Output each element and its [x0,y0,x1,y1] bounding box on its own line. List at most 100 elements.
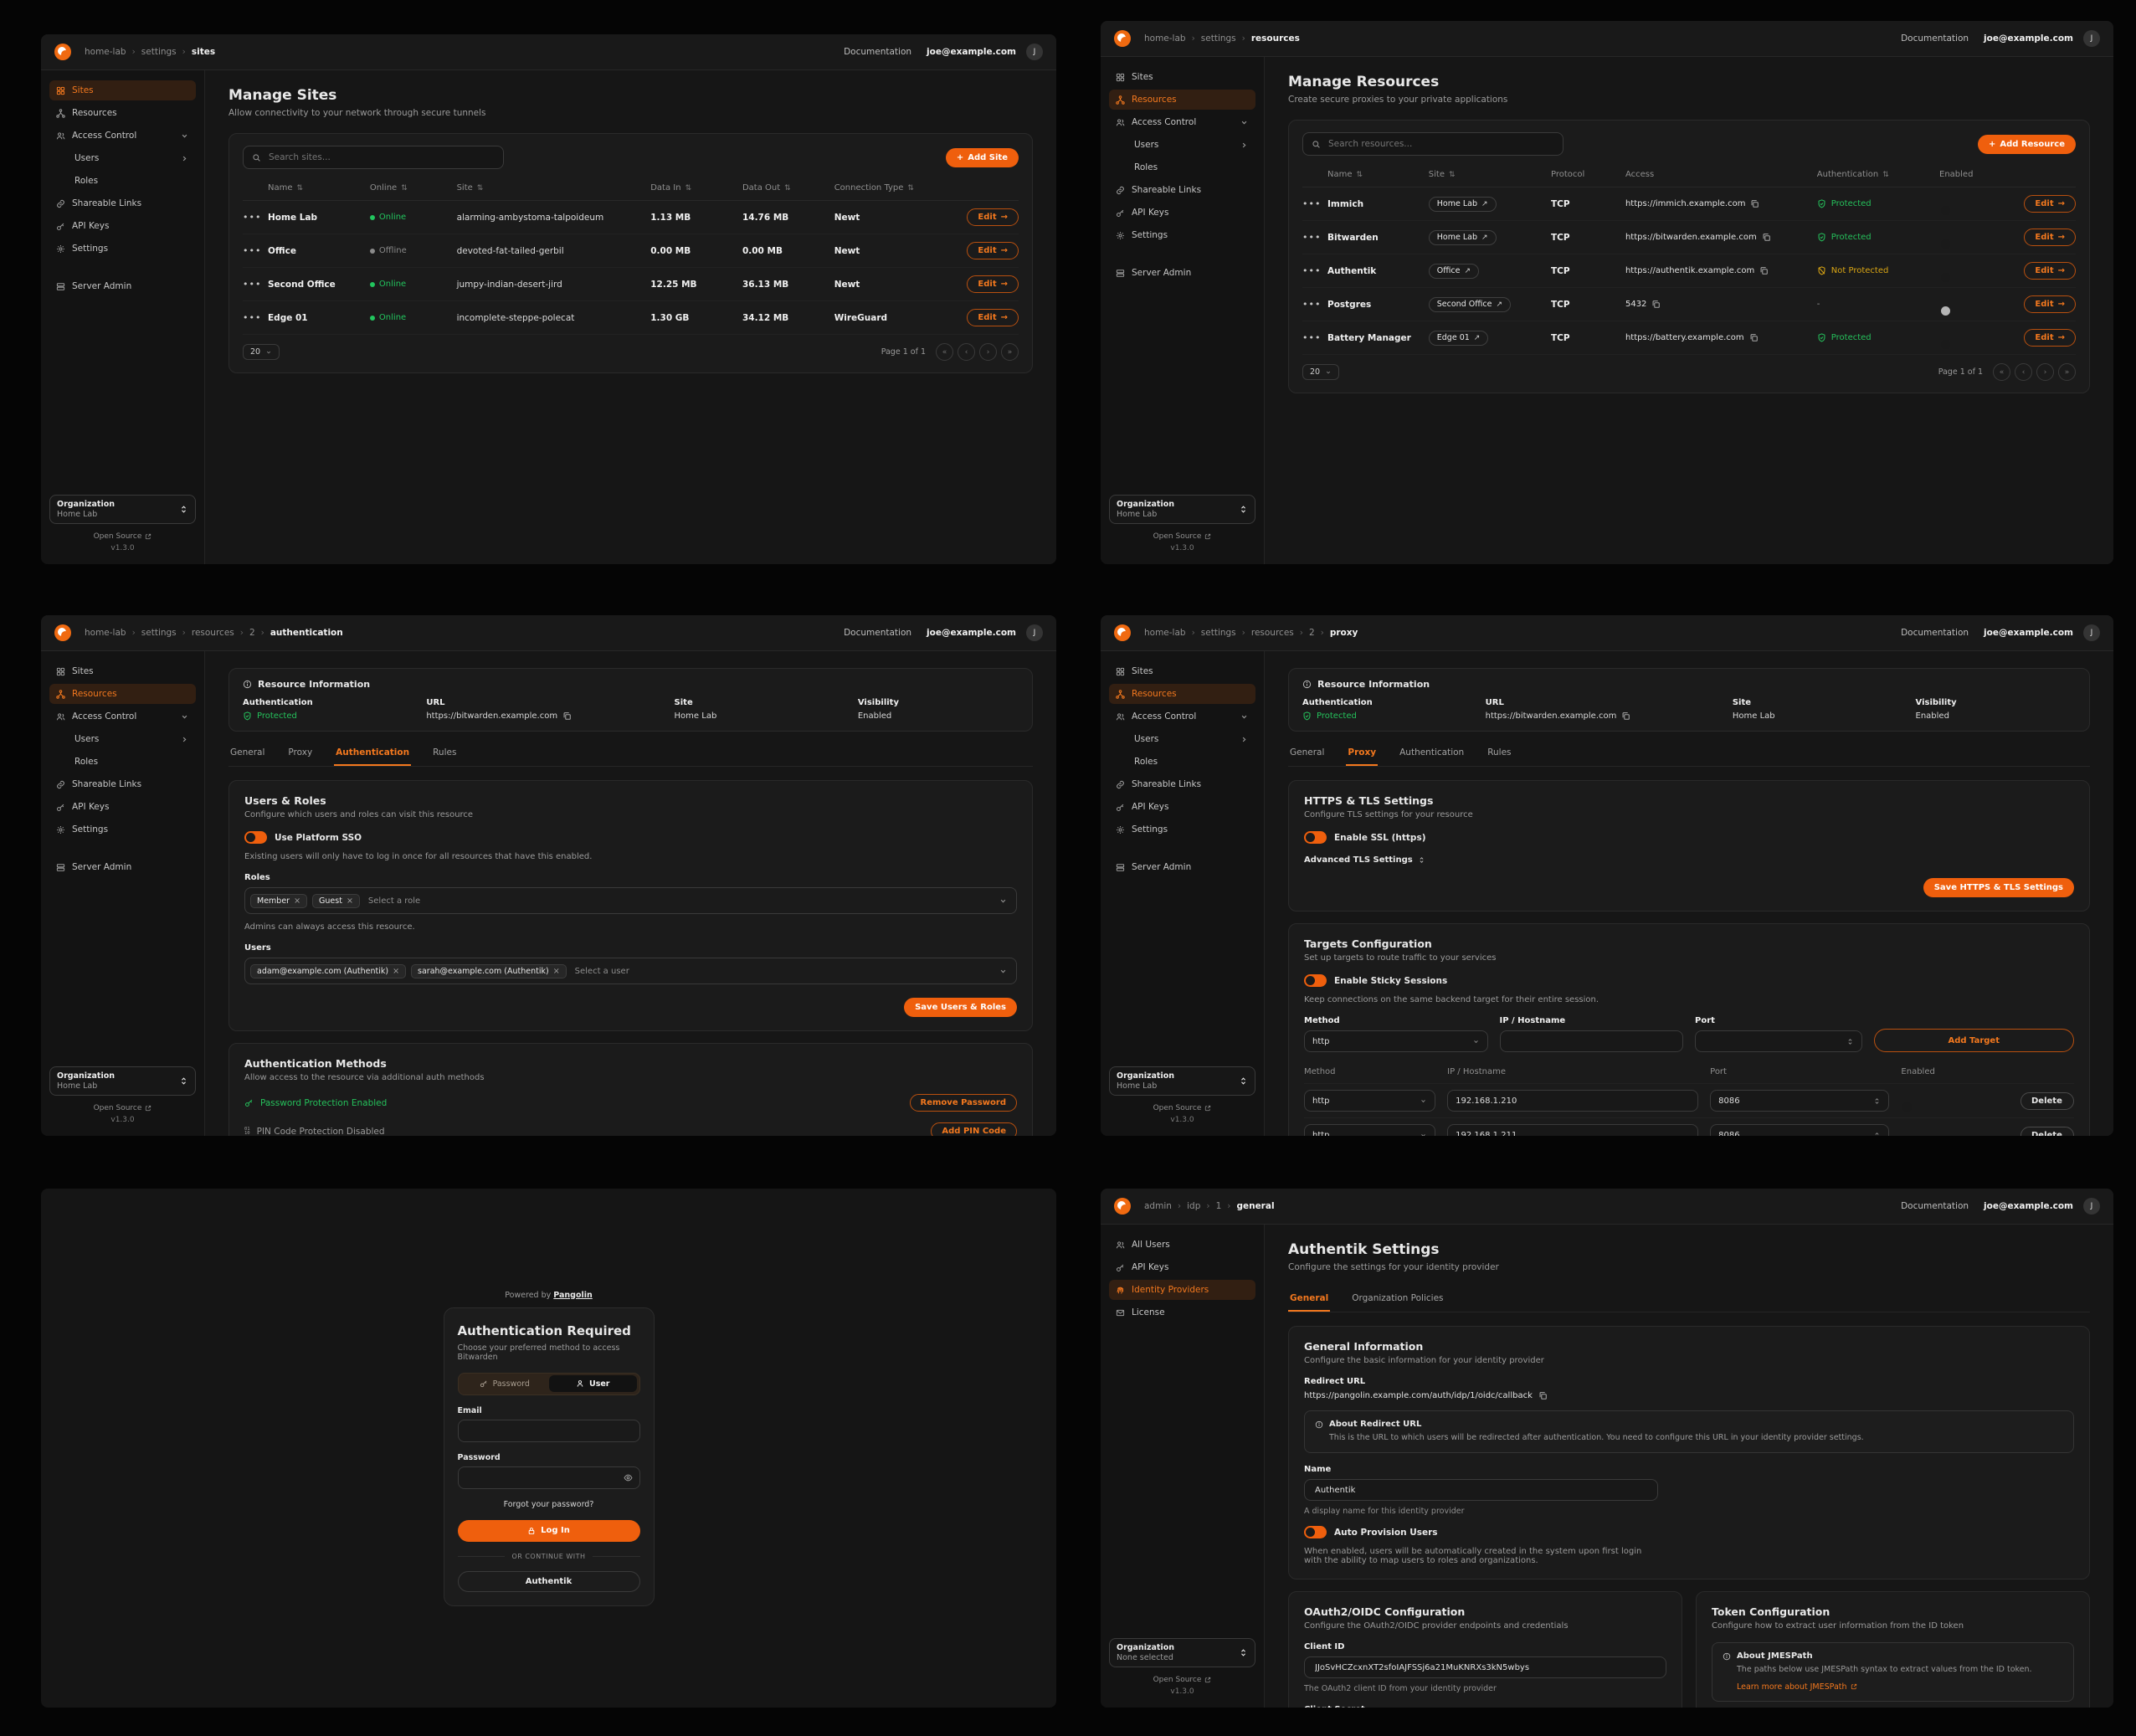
sidebar-item-server-admin[interactable]: Server Admin [1109,857,1255,877]
sidebar-item-license[interactable]: License [1109,1302,1255,1323]
organization-selector[interactable]: Organization Home Lab [49,495,196,524]
remove-chip-icon[interactable]: × [294,896,301,906]
user-chip[interactable]: sarah@example.com (Authentik) × [411,963,567,978]
users-multiselect[interactable]: adam@example.com (Authentik) × sarah@exam… [244,958,1017,984]
edit-button[interactable]: Edit → [967,208,1019,226]
user-chip[interactable]: adam@example.com (Authentik) × [250,963,407,978]
sort-icon[interactable]: ⇅ [1882,170,1889,179]
row-actions-button[interactable]: ••• [243,245,262,256]
tab-rules[interactable]: Rules [1487,747,1512,758]
role-chip[interactable]: Member × [250,893,308,908]
sidebar-item-sites[interactable]: Sites [49,661,196,681]
email-field[interactable] [465,1425,633,1436]
user-email[interactable]: joe@example.com [927,628,1016,638]
copy-icon[interactable] [1749,333,1759,342]
tab-authentication[interactable]: Authentication [334,742,412,766]
sidebar-item-shareable-links[interactable]: Shareable Links [1109,774,1255,794]
sidebar-item-all-users[interactable]: All Users [1109,1235,1255,1255]
sort-icon[interactable]: ⇅ [1356,170,1363,179]
password-field[interactable] [465,1471,624,1483]
page-size-select[interactable]: 20 [1302,364,1340,380]
breadcrumb-org[interactable]: home-lab [85,47,126,57]
add-target-button[interactable]: Add Target [1873,1029,2074,1052]
row-actions-button[interactable]: ••• [243,312,262,323]
edit-button[interactable]: Edit → [2024,229,2076,246]
next-page-button[interactable]: › [2036,363,2054,381]
row-actions-button[interactable]: ••• [1302,299,1322,310]
row-actions-button[interactable]: ••• [1302,198,1322,209]
copy-icon[interactable] [1538,1391,1548,1400]
documentation-link[interactable]: Documentation [1901,628,1969,638]
sidebar-item-shareable-links[interactable]: Shareable Links [49,774,196,794]
tab-proxy[interactable]: Proxy [1346,742,1379,766]
sidebar-item-roles[interactable]: Roles [74,757,99,767]
site-link-pill[interactable]: Second Office ↗ [1428,296,1512,312]
copy-icon[interactable] [1759,266,1769,275]
search-input[interactable] [267,152,495,163]
name-field[interactable] [1313,1484,1650,1496]
sidebar-item-settings[interactable]: Settings [49,819,196,840]
port-input[interactable]: 8086 [1710,1124,1890,1136]
avatar[interactable]: J [2083,1198,2100,1215]
documentation-link[interactable]: Documentation [844,628,912,638]
platform-sso-toggle[interactable] [244,831,267,844]
row-actions-button[interactable]: ••• [243,212,262,223]
site-link-pill[interactable]: Home Lab ↗ [1428,196,1497,212]
sidebar-item-access-control[interactable]: Access Control [1109,112,1255,132]
row-actions-button[interactable]: ••• [243,279,262,290]
sort-icon[interactable]: ⇅ [476,183,484,193]
copy-icon[interactable] [1762,233,1771,242]
row-actions-button[interactable]: ••• [1302,265,1322,276]
remove-chip-icon[interactable]: × [346,896,353,906]
organization-selector[interactable]: Organization None selected [1109,1638,1255,1667]
sidebar-item-api-keys[interactable]: API Keys [1109,1257,1255,1277]
avatar[interactable]: J [1026,44,1043,60]
site-link-pill[interactable]: Home Lab ↗ [1428,229,1497,245]
sticky-sessions-toggle[interactable] [1304,974,1327,987]
ip-hostname-input[interactable]: 192.168.1.211 [1447,1124,1699,1136]
edit-button[interactable]: Edit → [967,242,1019,259]
user-email[interactable]: joe@example.com [1984,1201,2073,1211]
documentation-link[interactable]: Documentation [1901,1201,1969,1211]
open-source-link[interactable]: Open Source [94,532,152,541]
last-page-button[interactable]: » [2058,363,2076,381]
edit-button[interactable]: Edit → [967,309,1019,326]
add-pin-button[interactable]: Add PIN Code [931,1122,1017,1136]
tab-password[interactable]: Password [460,1375,549,1392]
sort-icon[interactable]: ⇅ [401,183,408,193]
sidebar-item-roles[interactable]: Roles [1134,757,1158,767]
sidebar-item-shareable-links[interactable]: Shareable Links [1109,180,1255,200]
open-source-link[interactable]: Open Source [1153,532,1212,541]
edit-button[interactable]: Edit → [2024,195,2076,213]
sort-icon[interactable]: ⇅ [907,183,914,193]
documentation-link[interactable]: Documentation [1901,33,1969,44]
port-input[interactable] [1695,1030,1862,1052]
sidebar-item-api-keys[interactable]: API Keys [49,797,196,817]
row-actions-button[interactable]: ••• [1302,232,1322,243]
copy-icon[interactable] [1621,711,1630,721]
save-https-button[interactable]: Save HTTPS & TLS Settings [1923,878,2074,897]
site-link-pill[interactable]: Edge 01 ↗ [1428,330,1489,346]
tab-general[interactable]: General [230,747,265,758]
first-page-button[interactable]: « [936,343,953,361]
organization-selector[interactable]: Organization Home Lab [1109,495,1255,524]
user-email[interactable]: joe@example.com [1984,33,2073,44]
sidebar-item-access-control[interactable]: Access Control [49,126,196,146]
sidebar-item-api-keys[interactable]: API Keys [49,216,196,236]
user-email[interactable]: joe@example.com [927,47,1016,57]
copy-icon[interactable] [1651,300,1661,309]
port-input[interactable]: 8086 [1710,1090,1890,1112]
row-actions-button[interactable]: ••• [1302,332,1322,343]
method-select[interactable]: http [1304,1124,1436,1136]
ssl-toggle[interactable] [1304,831,1327,844]
tab-organization-policies[interactable]: Organization Policies [1352,1293,1444,1303]
sidebar-item-users[interactable]: Users [49,729,196,749]
sidebar-item-identity-providers[interactable]: Identity Providers [1109,1280,1255,1300]
search-input[interactable] [1327,138,1554,150]
sidebar-item-users[interactable]: Users [1109,729,1255,749]
sidebar-item-settings[interactable]: Settings [1109,819,1255,840]
documentation-link[interactable]: Documentation [844,47,912,57]
sidebar-item-access-control[interactable]: Access Control [49,706,196,727]
client-id-field[interactable] [1313,1662,1657,1673]
prev-page-button[interactable]: ‹ [958,343,975,361]
